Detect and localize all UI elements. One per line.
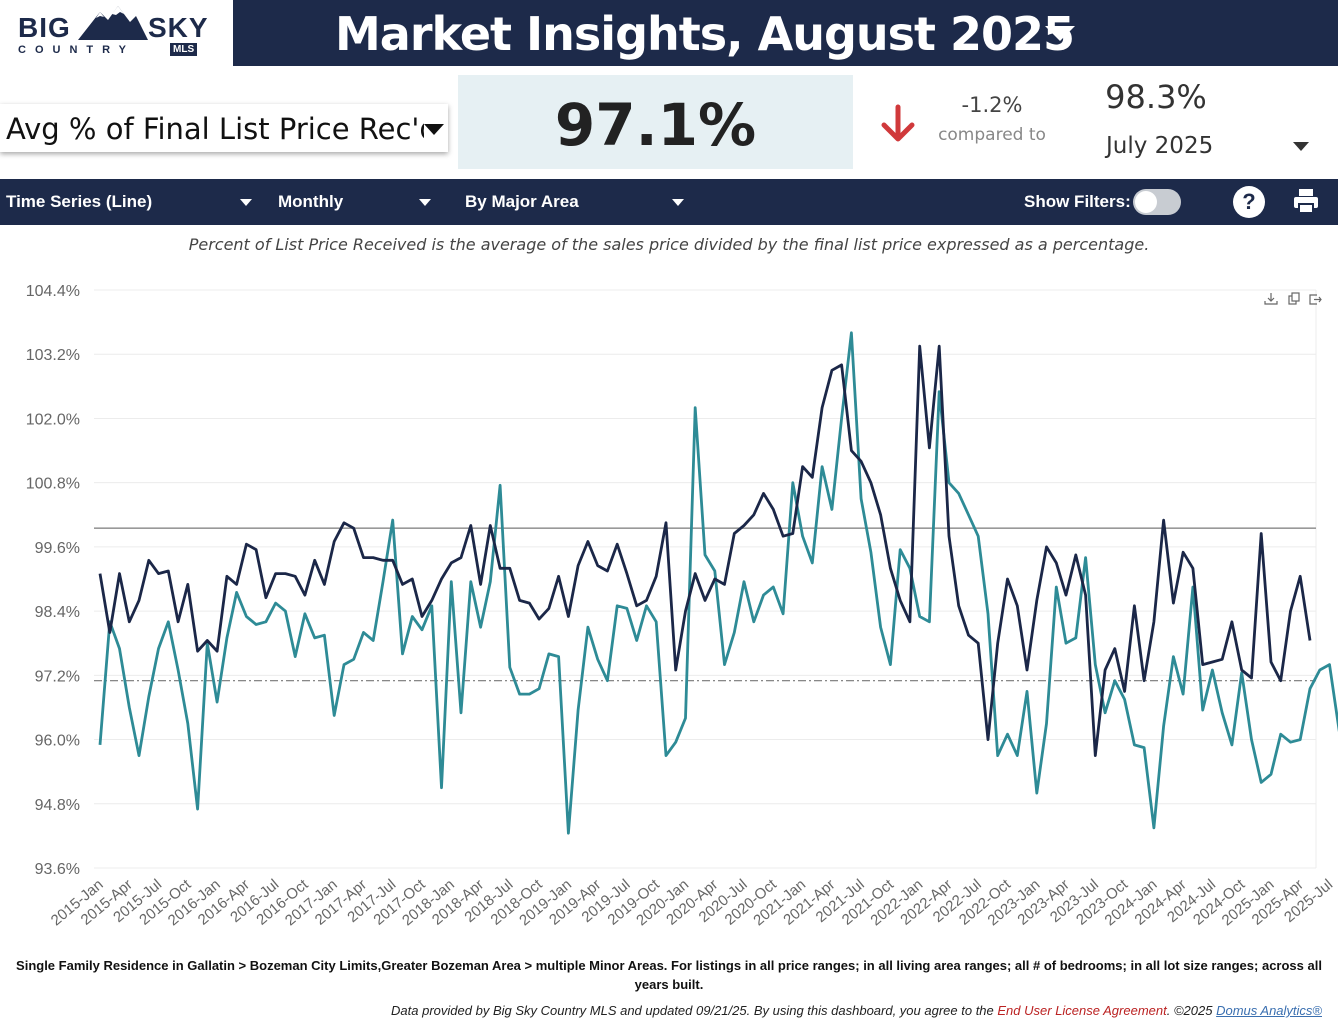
credit-line: Data provided by Big Sky Country MLS and… — [391, 1003, 1322, 1018]
copy-icon[interactable] — [1288, 292, 1300, 305]
domus-link[interactable]: Domus Analytics® — [1216, 1003, 1322, 1018]
previous-value: 98.3% — [1105, 78, 1207, 116]
filter-footnote: Single Family Residence in Gallatin > Bo… — [16, 958, 1322, 992]
title-bar: Market Insights, August 2025 — [233, 0, 1338, 66]
download-icon[interactable] — [1264, 293, 1278, 305]
logo-sky: SKY — [148, 12, 209, 43]
y-tick-label: 97.2% — [35, 668, 80, 685]
current-value-panel: 97.1% — [458, 75, 853, 169]
toolbar: Time Series (Line) Monthly By Major Area… — [0, 179, 1338, 225]
compared-to-label: compared to — [938, 125, 1046, 145]
logo-big: BIG — [18, 12, 71, 43]
eula-link[interactable]: End User License Agreement — [997, 1003, 1167, 1018]
metric-dropdown[interactable]: Avg % of Final List Price Rec'd — [0, 104, 448, 152]
export-icon[interactable] — [1309, 294, 1322, 305]
chevron-down-icon[interactable] — [240, 199, 252, 206]
y-tick-label: 93.6% — [35, 861, 80, 878]
change-value: -1.2% — [961, 93, 1023, 117]
y-tick-label: 100.8% — [26, 476, 80, 493]
y-tick-label: 103.2% — [26, 347, 80, 364]
title-dropdown-icon[interactable] — [1045, 26, 1075, 41]
series-line-0 — [98, 344, 1312, 758]
y-tick-label: 102.0% — [26, 411, 80, 428]
previous-period-dropdown[interactable]: July 2025 — [1106, 133, 1214, 159]
chevron-down-icon — [424, 124, 444, 135]
show-filters-toggle[interactable] — [1133, 189, 1181, 215]
chart-type-dropdown[interactable]: Time Series (Line) — [6, 192, 153, 211]
down-arrow-icon — [881, 104, 915, 142]
metric-dropdown-value: Avg % of Final List Price Rec'd — [6, 112, 424, 146]
chevron-down-icon[interactable] — [672, 199, 684, 206]
chevron-down-icon[interactable] — [1293, 142, 1309, 151]
y-tick-label: 94.8% — [35, 797, 80, 814]
mountain-icon — [78, 6, 148, 40]
copyright-text: . ©2025 — [1166, 1003, 1213, 1018]
metric-description: Percent of List Price Received is the av… — [188, 235, 1150, 254]
interval-dropdown[interactable]: Monthly — [278, 192, 344, 211]
series-line-1 — [98, 331, 1338, 835]
print-icon[interactable] — [1292, 187, 1320, 215]
y-tick-label: 98.4% — [35, 604, 80, 621]
chart-tools — [1264, 292, 1322, 305]
grouping-dropdown[interactable]: By Major Area — [465, 192, 579, 211]
current-value: 97.1% — [554, 91, 757, 159]
logo-country: COUNTRY — [18, 44, 135, 56]
y-tick-label: 104.4% — [26, 283, 80, 300]
help-button[interactable]: ? — [1233, 186, 1265, 218]
show-filters-label: Show Filters: — [1024, 192, 1131, 211]
toggle-knob — [1135, 191, 1157, 213]
page-title: Market Insights, August 2025 — [335, 7, 1075, 61]
y-tick-label: 99.6% — [35, 540, 80, 557]
logo-mls: MLS — [170, 43, 198, 56]
y-tick-label: 96.0% — [35, 733, 80, 750]
credit-text: Data provided by Big Sky Country MLS and… — [391, 1003, 994, 1018]
chevron-down-icon[interactable] — [419, 199, 431, 206]
logo[interactable]: BIG SKY COUNTRY MLS — [0, 0, 233, 66]
line-chart: 104.4% 103.2% 102.0% 100.8% 99.6% 98.4% 97.2% 9… — [26, 283, 1338, 929]
